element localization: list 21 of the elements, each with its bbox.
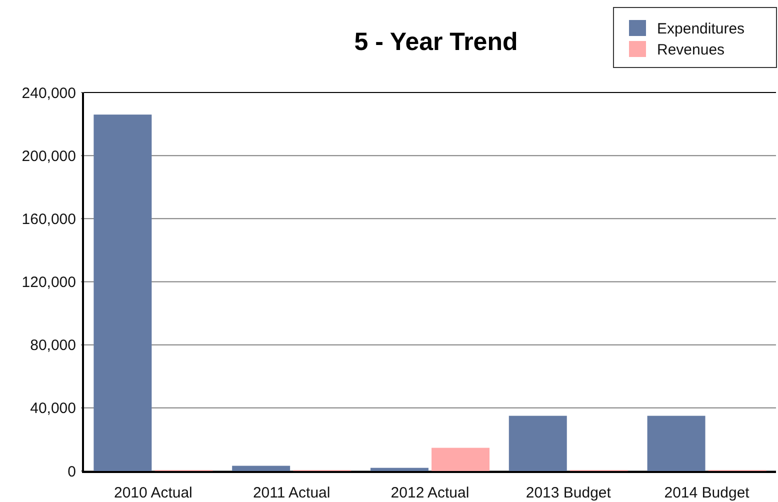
y-tick-label: 80,000 xyxy=(30,337,76,354)
chart-title: 5 - Year Trend xyxy=(354,28,518,56)
legend-label: Expenditures xyxy=(657,20,745,38)
x-tick-label: 2012 Actual xyxy=(390,484,470,502)
bar xyxy=(232,466,290,471)
bar xyxy=(508,416,567,471)
legend-label: Revenues xyxy=(657,41,725,58)
x-tick-label: 2013 Budget xyxy=(526,484,612,502)
y-tick-label: 200,000 xyxy=(22,148,76,165)
y-tick-label: 120,000 xyxy=(22,274,76,291)
x-tick-label: 2011 Actual xyxy=(252,484,330,502)
bar xyxy=(370,468,428,471)
y-tick-label: 40,000 xyxy=(30,400,76,418)
bar xyxy=(432,448,490,471)
bar xyxy=(94,114,152,471)
y-tick-label: 0 xyxy=(68,463,76,480)
bar xyxy=(647,416,706,471)
y-tick-label: 160,000 xyxy=(22,210,76,228)
x-tick-label: 2014 Budget xyxy=(664,484,750,502)
x-tick-label: 2010 Actual xyxy=(114,484,192,502)
y-tick-label: 240,000 xyxy=(22,84,76,102)
